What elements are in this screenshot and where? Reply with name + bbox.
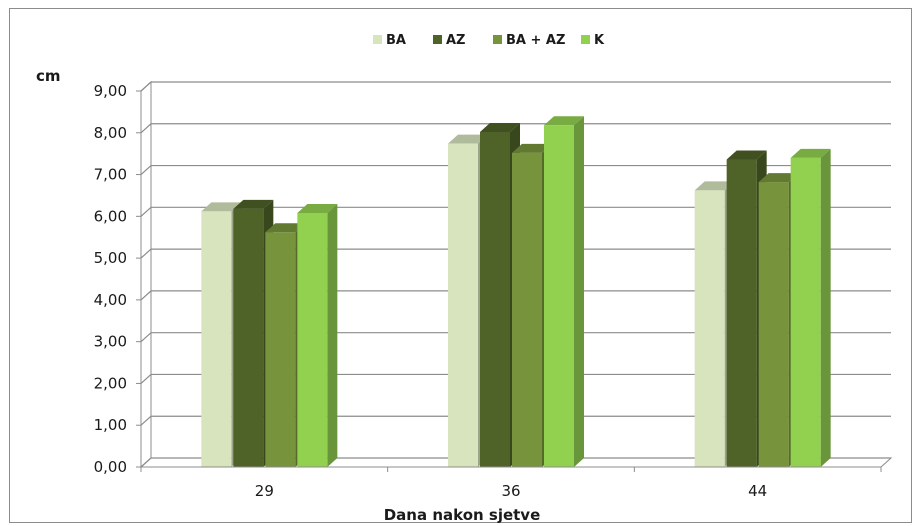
y-tick-label: 6,00 (94, 207, 127, 225)
bars (201, 116, 831, 468)
legend-item: K (581, 33, 605, 48)
legend: BA AZ BA + AZ K (373, 33, 605, 48)
x-tick-label: 44 (748, 482, 767, 500)
gridline (140, 164, 891, 176)
gridline (140, 81, 891, 92)
bar-front (201, 211, 232, 467)
gridline (140, 332, 891, 343)
x-tick-label: 29 (255, 482, 274, 500)
legend-label: BA + AZ (506, 33, 565, 48)
bar (297, 203, 338, 468)
bar-top (790, 148, 831, 158)
bar-side (820, 148, 831, 467)
gridline (140, 290, 891, 301)
legend-item: BA (373, 33, 406, 48)
bar-top (758, 173, 799, 183)
gridline (140, 206, 891, 217)
bar-side (574, 116, 584, 467)
bar-front (265, 232, 296, 467)
y-tick-label: 8,00 (94, 124, 127, 142)
bar-side (327, 203, 338, 468)
bar-top (233, 199, 274, 209)
bar-front (544, 125, 574, 467)
bar-front (297, 212, 328, 467)
y-tick-label: 9,00 (94, 82, 127, 100)
bar-front (448, 143, 478, 467)
y-axis-ticks: 0,00 1,00 2,00 3,00 4,00 5,00 6,00 7,00 8,00 9,00 (94, 82, 127, 476)
bar-top (265, 223, 306, 233)
legend-swatch (373, 35, 382, 44)
legend-label: AZ (446, 33, 466, 48)
y-tick-label: 0,00 (94, 458, 127, 476)
bar-front (512, 152, 542, 467)
bar-front (790, 157, 821, 467)
x-axis-label: Dana nakon sjetve (384, 506, 541, 524)
y-tick-label: 3,00 (94, 333, 127, 351)
gridline (140, 123, 891, 134)
bar-top (694, 181, 735, 191)
bar-top (201, 202, 242, 212)
gridline (140, 415, 891, 426)
gridline (140, 373, 891, 384)
legend-swatch (493, 35, 502, 44)
legend-swatch (581, 35, 590, 44)
bar-top (480, 122, 520, 132)
bar-top (512, 143, 552, 153)
bar (544, 116, 584, 467)
gridline (140, 457, 891, 468)
bar-front (233, 208, 264, 467)
legend-label: K (594, 33, 605, 48)
legend-label: BA (386, 33, 406, 48)
bar (790, 148, 831, 467)
legend-swatch (433, 35, 442, 44)
side-wall (140, 80, 152, 469)
y-tick-label: 7,00 (94, 166, 127, 184)
gridline (140, 248, 891, 259)
bar-front (758, 182, 789, 467)
bar-top (544, 116, 584, 126)
x-tick-label: 36 (501, 482, 520, 500)
bar-front (480, 131, 510, 468)
bar-top (448, 134, 488, 144)
y-axis-label: cm (36, 67, 61, 85)
y-tick-label: 5,00 (94, 249, 127, 267)
legend-item: AZ (433, 33, 466, 48)
bar-front (694, 190, 725, 468)
bar-front (726, 159, 757, 467)
y-tick-label: 2,00 (94, 374, 127, 392)
y-tick-label: 4,00 (94, 291, 127, 309)
gridlines (136, 81, 891, 468)
legend-item: BA + AZ (493, 33, 565, 48)
bar-top (297, 203, 338, 213)
bar-top (726, 150, 767, 160)
y-tick-label: 1,00 (94, 416, 127, 434)
x-axis-ticks: 29 36 44 (140, 466, 882, 500)
